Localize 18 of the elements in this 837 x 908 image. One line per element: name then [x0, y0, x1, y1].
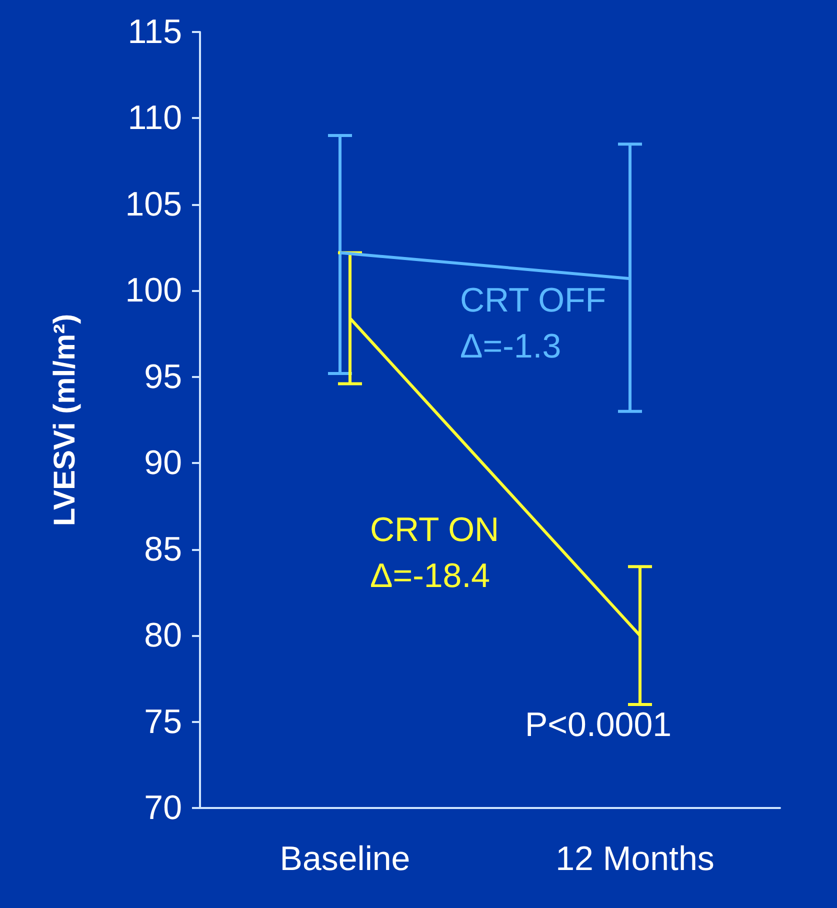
annotation: Δ=-1.3 — [460, 328, 562, 366]
y-tick-label: 95 — [144, 358, 182, 396]
annotation: Δ=-18.4 — [370, 556, 490, 595]
x-tick-label: Baseline — [280, 840, 410, 878]
y-tick-label: 90 — [144, 444, 182, 482]
series-label: CRT OFF — [460, 282, 606, 320]
y-tick-label: 70 — [144, 789, 182, 827]
y-tick-label: 85 — [144, 530, 182, 568]
x-tick-label: 12 Months — [556, 840, 714, 878]
annotation: P<0.0001 — [525, 706, 672, 744]
y-tick-label: 115 — [128, 13, 182, 51]
y-tick-label: 100 — [125, 272, 182, 310]
y-tick-label: 80 — [144, 616, 182, 655]
y-tick-label: 110 — [128, 99, 182, 138]
series-label: CRT ON — [370, 510, 500, 549]
y-tick-label: 105 — [125, 185, 182, 224]
y-tick-label: 75 — [144, 702, 182, 741]
y-axis-title: LVESVi (ml/m²) — [48, 314, 82, 526]
